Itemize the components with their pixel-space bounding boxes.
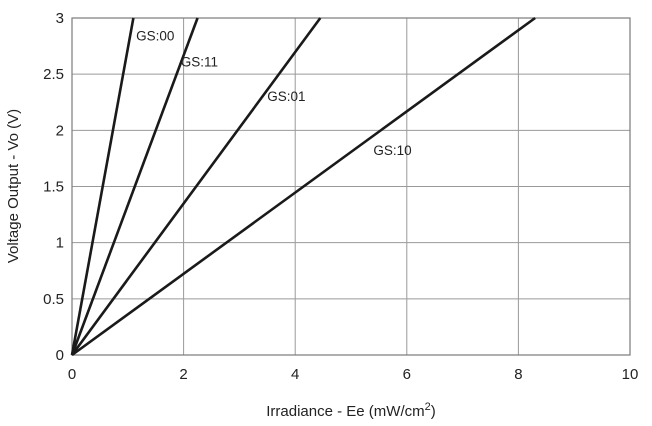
series-line-gs10 — [71, 16, 536, 357]
plot-frame — [71, 17, 631, 356]
series-layer — [70, 16, 536, 357]
y-tick-label: 1 — [56, 235, 64, 252]
x-tick-label: 6 — [403, 366, 411, 383]
series-annotation-label: GS:00 — [136, 28, 174, 43]
series-line-gs11 — [70, 17, 199, 356]
series-annotation-label: GS:10 — [373, 143, 411, 158]
grid-layer — [71, 17, 631, 356]
y-tick-label: 0 — [56, 347, 64, 364]
x-tick-label: 2 — [179, 366, 187, 383]
x-tick-label: 8 — [514, 366, 522, 383]
x-axis-label: Irradiance - Ee (mW/cm2) — [266, 401, 435, 420]
x-tick-labels: 0 2 4 6 8 10 — [68, 366, 639, 383]
y-axis-label: Voltage Output - Vo (V) — [5, 109, 22, 263]
y-tick-label: 2.5 — [43, 66, 64, 83]
x-axis-label-text: Irradiance - Ee (mW/cm — [266, 403, 424, 420]
y-tick-label: 1.5 — [43, 179, 64, 196]
x-axis-label-suffix: ) — [431, 403, 436, 420]
x-tick-label: 0 — [68, 366, 76, 383]
y-tick-labels: 0 0.5 1 1.5 2 2.5 3 — [43, 10, 64, 364]
series-line-gs00 — [70, 17, 135, 356]
y-tick-label: 3 — [56, 10, 64, 27]
x-axis-label-superscript: 2 — [425, 401, 431, 413]
x-tick-label: 4 — [291, 366, 299, 383]
series-annotation-label: GS:01 — [267, 89, 305, 104]
y-tick-label: 0.5 — [43, 291, 64, 308]
y-tick-label: 2 — [56, 122, 64, 139]
series-annotation-label: GS:11 — [181, 54, 218, 69]
x-tick-label: 10 — [622, 366, 639, 383]
series-line-gs01 — [70, 17, 322, 356]
annotation-layer: GS:00 GS:11 GS:01 GS:10 — [136, 28, 411, 158]
